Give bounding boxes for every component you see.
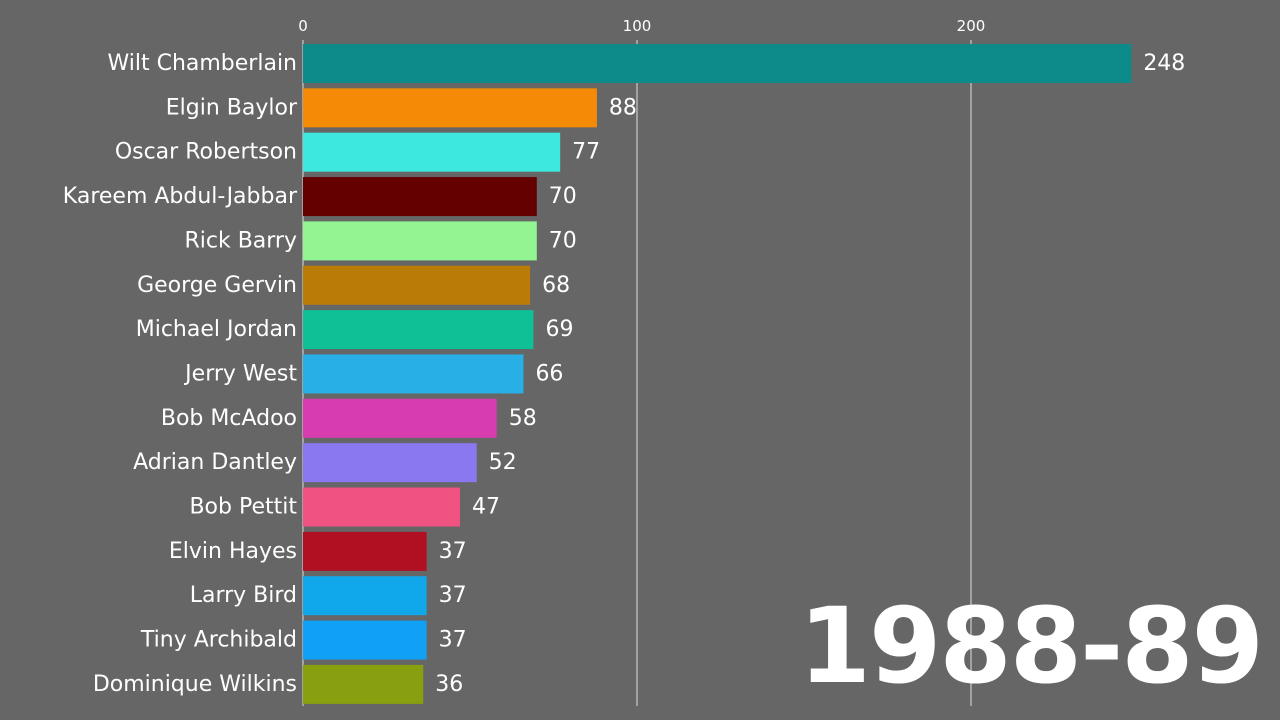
bar xyxy=(303,265,531,305)
bars xyxy=(303,44,1132,704)
bar xyxy=(303,132,561,172)
bar xyxy=(303,620,427,660)
category-label: Larry Bird xyxy=(190,583,297,608)
category-label: Michael Jordan xyxy=(136,317,297,342)
value-label: 70 xyxy=(549,184,577,209)
value-label: 70 xyxy=(549,228,577,253)
category-label: Jerry West xyxy=(183,361,297,386)
category-label: Tiny Archibald xyxy=(140,628,297,653)
value-label: 77 xyxy=(572,140,600,165)
x-tick-label: 100 xyxy=(623,17,652,35)
value-label: 66 xyxy=(535,361,563,386)
category-label: Elvin Hayes xyxy=(169,539,297,564)
value-label: 88 xyxy=(609,95,637,120)
value-label: 36 xyxy=(435,672,463,697)
category-label: Oscar Robertson xyxy=(115,140,297,165)
bar xyxy=(303,177,537,217)
value-label: 68 xyxy=(542,273,570,298)
value-label: 47 xyxy=(472,495,500,520)
category-label: Rick Barry xyxy=(184,228,297,253)
value-label: 37 xyxy=(439,628,467,653)
bar xyxy=(303,398,497,438)
category-label: Wilt Chamberlain xyxy=(107,51,297,76)
bar xyxy=(303,310,534,350)
category-label: Dominique Wilkins xyxy=(93,672,297,697)
bar xyxy=(303,487,460,527)
x-tick-label: 0 xyxy=(298,17,308,35)
category-label: Bob Pettit xyxy=(189,495,297,520)
category-label: Bob McAdoo xyxy=(161,406,297,431)
value-label: 248 xyxy=(1143,51,1185,76)
bar xyxy=(303,664,424,704)
x-axis-ticks: 0 100 200 xyxy=(298,17,985,35)
value-label: 37 xyxy=(439,539,467,564)
value-label: 69 xyxy=(545,317,573,342)
category-label: Elgin Baylor xyxy=(166,95,298,120)
bar xyxy=(303,354,524,394)
bar xyxy=(303,443,477,483)
period-label: 1988-89 xyxy=(798,585,1264,707)
category-label: Adrian Dantley xyxy=(133,450,297,475)
bar xyxy=(303,44,1132,83)
bar xyxy=(303,531,427,571)
bar xyxy=(303,576,427,616)
x-tick-label: 200 xyxy=(957,17,986,35)
category-label: George Gervin xyxy=(137,273,297,298)
bar xyxy=(303,88,597,128)
category-labels: Wilt Chamberlain Elgin Baylor Oscar Robert… xyxy=(63,51,298,697)
bar xyxy=(303,221,537,261)
category-label: Kareem Abdul-Jabbar xyxy=(63,184,298,209)
value-label: 58 xyxy=(509,406,537,431)
value-label: 52 xyxy=(489,450,517,475)
value-label: 37 xyxy=(439,583,467,608)
